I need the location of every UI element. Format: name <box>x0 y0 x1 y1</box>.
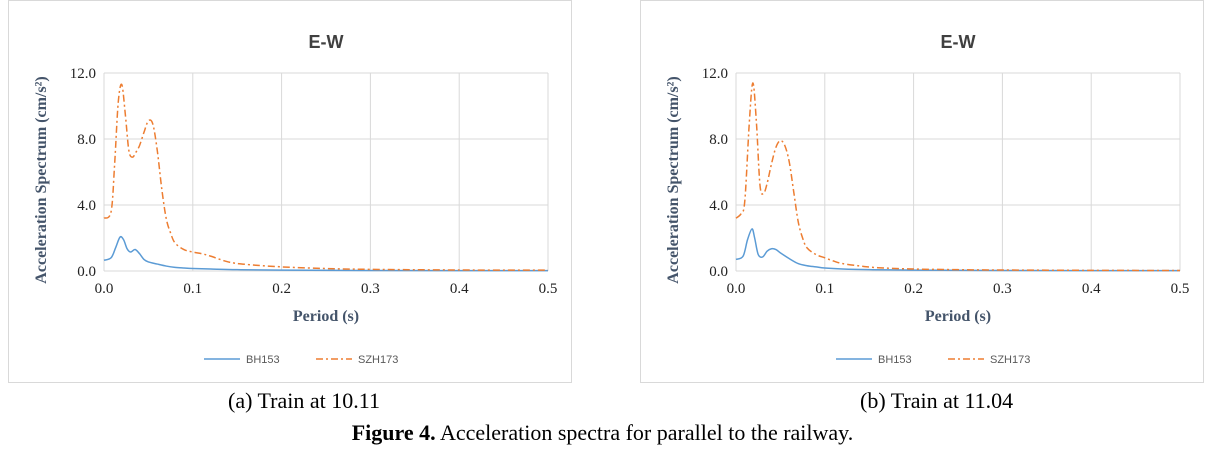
figure-caption-text: Acceleration spectra for parallel to the… <box>435 420 854 445</box>
chart-frame <box>8 0 572 383</box>
caption-a: (a) Train at 10.11 <box>228 388 380 413</box>
series-line-szh173 <box>103 83 549 271</box>
legend-label-szh173: SZH173 <box>358 354 398 366</box>
x-tick-label: 0.5 <box>1171 281 1190 297</box>
y-tick-label: 4.0 <box>709 198 728 214</box>
x-tick-label: 0.0 <box>727 281 746 297</box>
x-tick-label: 0.2 <box>272 281 291 297</box>
figure-caption-label: Figure 4. <box>351 420 436 445</box>
x-tick-label: 0.4 <box>1082 281 1101 297</box>
x-tick-label: 0.3 <box>993 281 1012 297</box>
x-axis-label: Period (s) <box>293 308 359 325</box>
chart-frame <box>640 0 1204 383</box>
chart-b: 0.0 0.1 0.2 0.3 0.4 0.5 0.0 4.0 8.0 12.0 E-W Period… <box>640 0 1204 383</box>
y-axis-label: Acceleration Spectrum (cm/s²) <box>665 76 682 283</box>
series-line-bh153 <box>735 228 1181 272</box>
legend-label-bh153: BH153 <box>246 354 280 366</box>
x-tick-label: 0.4 <box>450 281 469 297</box>
y-tick-label: 12.0 <box>702 66 728 82</box>
series-line-szh173 <box>735 82 1181 272</box>
y-tick-label: 8.0 <box>709 132 728 148</box>
x-tick-label: 0.0 <box>95 281 114 297</box>
y-tick-label: 0.0 <box>77 264 96 280</box>
chart-a: 0.0 0.1 0.2 0.3 0.4 0.5 0.0 4.0 8.0 12.0 E-W Period… <box>8 0 572 383</box>
y-axis-label: Acceleration Spectrum (cm/s²) <box>33 76 50 283</box>
chart-panel-b: 0.0 0.1 0.2 0.3 0.4 0.5 0.0 4.0 8.0 12.0 E-W Period… <box>640 0 1204 383</box>
x-tick-label: 0.2 <box>904 281 923 297</box>
chart-title: E-W <box>941 32 976 52</box>
x-tick-label: 0.1 <box>183 281 202 297</box>
chart-panel-a: 0.0 0.1 0.2 0.3 0.4 0.5 0.0 4.0 8.0 12.0 E-W Period… <box>8 0 572 383</box>
y-tick-label: 4.0 <box>77 198 96 214</box>
caption-b: (b) Train at 11.04 <box>860 388 1014 413</box>
y-tick-label: 8.0 <box>77 132 96 148</box>
y-tick-label: 12.0 <box>70 66 96 82</box>
legend-label-bh153: BH153 <box>878 354 912 366</box>
figure-caption: Figure 4. Acceleration spectra for paral… <box>0 420 1205 446</box>
chart-title: E-W <box>309 32 344 52</box>
x-tick-label: 0.3 <box>361 281 380 297</box>
y-tick-label: 0.0 <box>709 264 728 280</box>
x-axis-label: Period (s) <box>925 308 991 325</box>
legend-label-szh173: SZH173 <box>990 354 1030 366</box>
x-tick-label: 0.5 <box>539 281 558 297</box>
x-tick-label: 0.1 <box>815 281 834 297</box>
series-line-bh153 <box>103 235 549 272</box>
